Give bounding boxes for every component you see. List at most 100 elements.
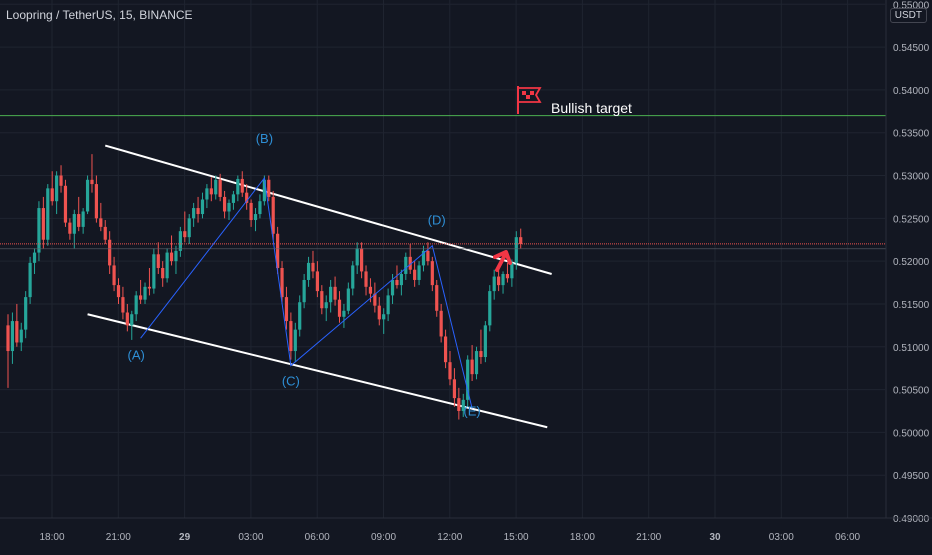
candle[interactable] [448, 351, 452, 386]
candle[interactable] [178, 226, 182, 257]
candle[interactable] [395, 265, 399, 289]
candle[interactable] [205, 184, 209, 209]
candle[interactable] [306, 256, 311, 287]
candle[interactable] [59, 165, 63, 193]
candle[interactable] [342, 303, 346, 328]
candle[interactable] [452, 368, 457, 407]
candle[interactable] [165, 248, 169, 283]
candle[interactable] [134, 291, 138, 322]
candle[interactable] [510, 259, 514, 287]
candle[interactable] [112, 256, 116, 292]
candle[interactable] [77, 196, 81, 232]
candle[interactable] [360, 242, 364, 279]
candle[interactable] [6, 314, 10, 388]
candle[interactable] [386, 288, 390, 322]
candle[interactable] [293, 322, 297, 363]
candle[interactable] [81, 208, 85, 234]
candle[interactable] [46, 184, 50, 246]
candle[interactable] [156, 242, 160, 274]
currency-label[interactable]: USDT [889, 8, 927, 23]
candle[interactable] [399, 269, 403, 296]
candle[interactable] [333, 276, 337, 306]
candle[interactable] [413, 261, 417, 287]
candle[interactable] [271, 190, 275, 240]
candle[interactable] [443, 329, 448, 369]
candle[interactable] [72, 209, 76, 249]
candle[interactable] [337, 291, 342, 323]
candle[interactable] [364, 265, 368, 296]
candle[interactable] [196, 196, 200, 223]
candle[interactable] [253, 208, 258, 232]
candle[interactable] [421, 245, 426, 272]
candle[interactable] [373, 282, 377, 313]
candle[interactable] [41, 196, 45, 249]
candle[interactable] [519, 228, 523, 249]
candle[interactable] [214, 175, 218, 200]
candle[interactable] [430, 256, 434, 292]
candle[interactable] [479, 329, 483, 364]
candle[interactable] [404, 252, 408, 280]
candle[interactable] [302, 273, 306, 309]
candle[interactable] [439, 303, 443, 343]
candle[interactable] [108, 231, 112, 274]
candle[interactable] [501, 271, 505, 294]
candle[interactable] [289, 312, 293, 360]
candle[interactable] [121, 286, 125, 320]
price-axis[interactable]: 0.55000 0.54500 0.54000 0.53500 0.53000 0.525… [885, 0, 932, 550]
candle[interactable] [218, 173, 222, 202]
candle[interactable] [116, 278, 121, 304]
candle[interactable] [417, 261, 421, 286]
candle[interactable] [466, 355, 470, 407]
candle[interactable] [187, 214, 191, 245]
candle[interactable] [99, 202, 103, 232]
candle[interactable] [152, 248, 156, 294]
candle[interactable] [55, 171, 59, 215]
candle[interactable] [346, 282, 350, 315]
candle[interactable] [227, 199, 231, 221]
candle[interactable] [245, 184, 249, 210]
candle[interactable] [320, 285, 324, 315]
candle[interactable] [85, 175, 90, 215]
candle[interactable] [103, 220, 107, 245]
candle[interactable] [382, 308, 386, 334]
candles[interactable] [6, 154, 523, 420]
candle[interactable] [68, 218, 72, 240]
candle[interactable] [329, 279, 333, 313]
candle[interactable] [461, 393, 465, 417]
candle[interactable] [284, 286, 289, 330]
candle[interactable] [483, 321, 487, 363]
candle[interactable] [258, 194, 262, 219]
candle[interactable] [324, 295, 328, 322]
candle[interactable] [222, 190, 227, 219]
candle[interactable] [139, 279, 143, 304]
candle[interactable] [63, 179, 68, 227]
candle[interactable] [488, 285, 492, 332]
candle[interactable] [19, 322, 23, 352]
candle[interactable] [183, 211, 187, 243]
candle[interactable] [457, 387, 461, 420]
candle[interactable] [130, 310, 134, 340]
candle[interactable] [351, 261, 355, 296]
candle[interactable] [426, 242, 430, 266]
candle[interactable] [505, 262, 510, 283]
candle[interactable] [32, 248, 37, 274]
candle[interactable] [267, 175, 271, 202]
candle[interactable] [231, 190, 236, 210]
candle[interactable] [280, 261, 284, 304]
candle[interactable] [50, 171, 54, 206]
candle[interactable] [10, 312, 15, 364]
candle[interactable] [147, 267, 152, 296]
candle[interactable] [24, 291, 28, 339]
candle[interactable] [37, 201, 41, 262]
candle[interactable] [125, 303, 129, 332]
candle[interactable] [161, 261, 165, 287]
candle[interactable] [311, 250, 315, 279]
candle[interactable] [143, 282, 147, 304]
candle[interactable] [15, 303, 19, 347]
candle[interactable] [192, 202, 196, 227]
candle[interactable] [200, 192, 205, 219]
candle[interactable] [240, 171, 244, 197]
candle[interactable] [236, 175, 240, 202]
